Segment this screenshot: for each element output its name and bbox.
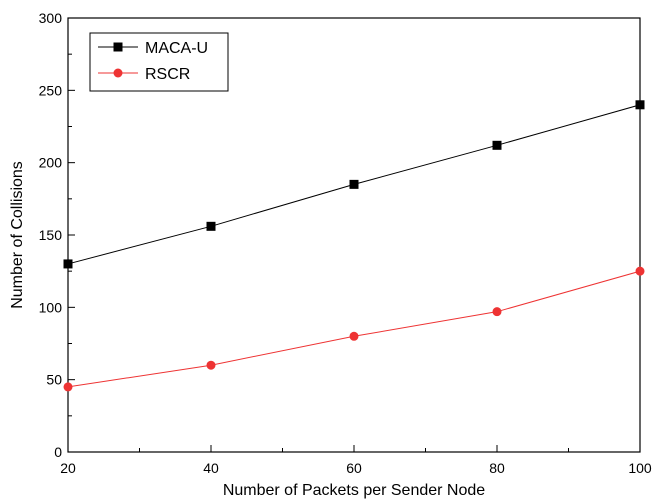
y-tick-label: 250 xyxy=(39,82,63,98)
data-point-square xyxy=(206,221,216,231)
axis-ticks: 20 40 60 80 100 0 50 100 150 200 250 300 xyxy=(39,10,652,476)
legend-box xyxy=(89,32,229,92)
data-point-square xyxy=(635,100,645,110)
data-point-circle xyxy=(63,382,73,392)
legend-entry: MACA-U xyxy=(98,40,208,57)
legend: MACA-U RSCR xyxy=(89,32,229,92)
series-line xyxy=(67,270,641,388)
x-axis-title: Number of Packets per Sender Node xyxy=(223,482,485,499)
x-tick-label: 80 xyxy=(489,460,505,476)
data-series xyxy=(63,100,645,392)
data-point-circle xyxy=(635,266,645,276)
legend-label: RSCR xyxy=(145,66,190,83)
series-rscr xyxy=(63,266,645,392)
data-point-square xyxy=(349,179,359,189)
y-tick-label: 150 xyxy=(39,227,63,243)
data-point-square xyxy=(63,259,73,269)
x-tick-label: 20 xyxy=(60,460,76,476)
legend-entry: RSCR xyxy=(98,66,190,83)
data-point-circle xyxy=(113,68,123,78)
y-tick-label: 300 xyxy=(39,10,63,26)
series-maca-u xyxy=(63,100,645,269)
data-point-square xyxy=(113,42,123,52)
x-tick-label: 40 xyxy=(203,460,219,476)
data-point-square xyxy=(492,140,502,150)
legend-label: MACA-U xyxy=(145,40,208,57)
y-tick-label: 100 xyxy=(39,299,63,315)
data-point-circle xyxy=(492,307,502,317)
data-point-circle xyxy=(349,331,359,341)
y-tick-label: 50 xyxy=(46,372,62,388)
y-axis-title: Number of Collisions xyxy=(9,161,26,309)
y-tick-label: 0 xyxy=(54,444,62,460)
y-tick-label: 200 xyxy=(39,155,63,171)
x-tick-label: 60 xyxy=(346,460,362,476)
x-tick-label: 100 xyxy=(628,460,652,476)
data-point-circle xyxy=(206,360,216,370)
